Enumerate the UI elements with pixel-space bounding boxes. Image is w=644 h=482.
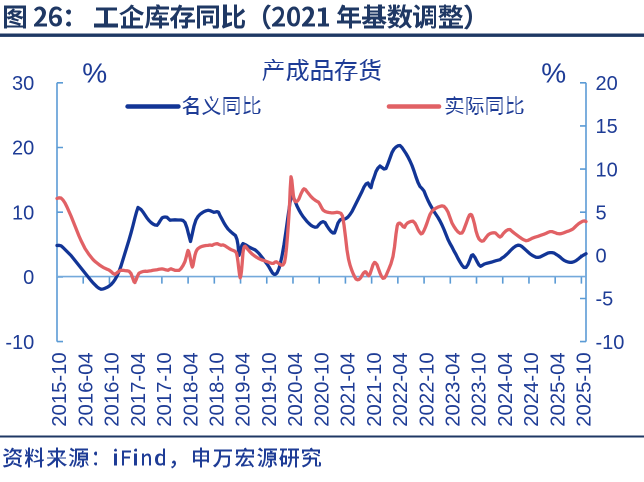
svg-text:20: 20 — [12, 138, 34, 160]
svg-text:-5: -5 — [596, 289, 614, 311]
svg-text:2019-04: 2019-04 — [233, 352, 255, 426]
svg-text:10: 10 — [596, 159, 618, 181]
svg-text:2025-04: 2025-04 — [547, 352, 569, 426]
svg-text:2020-04: 2020-04 — [285, 352, 307, 426]
svg-text:%: % — [82, 57, 107, 88]
svg-text:-10: -10 — [5, 332, 34, 354]
svg-text:20: 20 — [596, 73, 618, 95]
svg-text:2016-10: 2016-10 — [102, 352, 124, 426]
svg-text:2022-10: 2022-10 — [416, 352, 438, 426]
svg-text:10: 10 — [12, 202, 34, 224]
svg-text:0: 0 — [23, 267, 34, 289]
svg-text:5: 5 — [596, 202, 607, 224]
svg-text:2021-04: 2021-04 — [338, 352, 360, 426]
svg-text:%: % — [541, 57, 566, 88]
svg-text:15: 15 — [596, 116, 618, 138]
svg-text:2016-04: 2016-04 — [75, 352, 97, 426]
svg-text:2020-10: 2020-10 — [311, 352, 333, 426]
svg-text:2019-10: 2019-10 — [259, 352, 281, 426]
svg-text:2017-10: 2017-10 — [154, 352, 176, 426]
svg-text:2022-04: 2022-04 — [390, 352, 412, 426]
svg-text:-10: -10 — [596, 332, 625, 354]
svg-text:2018-04: 2018-04 — [180, 352, 202, 426]
svg-text:2015-10: 2015-10 — [49, 352, 71, 426]
svg-text:2025-10: 2025-10 — [574, 352, 596, 426]
svg-text:2024-10: 2024-10 — [521, 352, 543, 426]
svg-text:2018-10: 2018-10 — [207, 352, 229, 426]
svg-text:2023-10: 2023-10 — [469, 352, 491, 426]
svg-text:30: 30 — [12, 73, 34, 95]
svg-text:2017-04: 2017-04 — [128, 352, 150, 426]
svg-text:0: 0 — [596, 246, 607, 268]
svg-text:2021-10: 2021-10 — [364, 352, 386, 426]
svg-text:2023-04: 2023-04 — [443, 352, 465, 426]
svg-text:2024-04: 2024-04 — [495, 352, 517, 426]
